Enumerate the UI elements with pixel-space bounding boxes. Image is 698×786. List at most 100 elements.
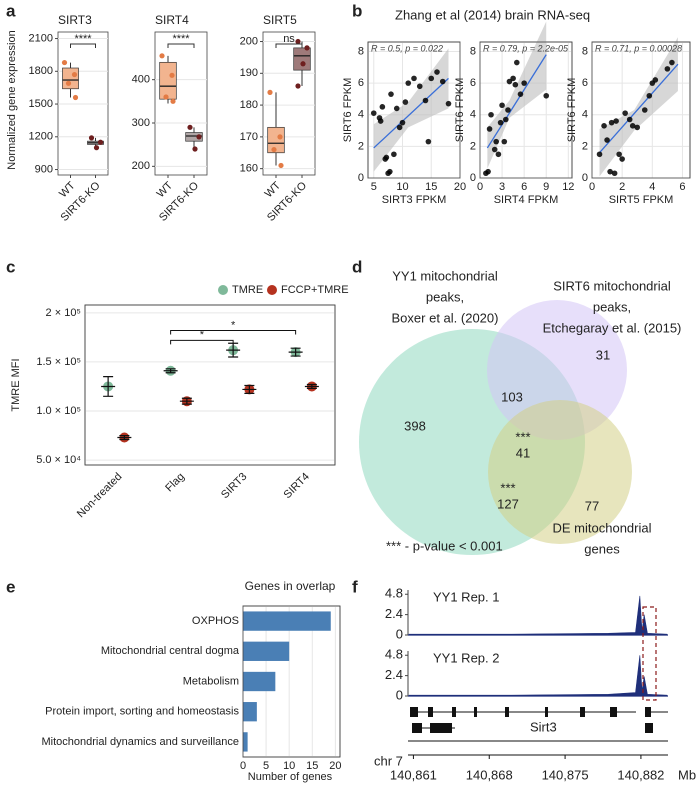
data-point bbox=[485, 168, 491, 175]
exon bbox=[412, 723, 422, 733]
data-point bbox=[88, 135, 95, 141]
data-point bbox=[383, 154, 390, 161]
x-tick-label: Flag bbox=[163, 471, 187, 495]
y-tick-label: 300 bbox=[132, 117, 150, 129]
data-point bbox=[629, 123, 636, 129]
x-axis-label: SIRT3 FPKM bbox=[382, 194, 447, 206]
box bbox=[267, 126, 285, 154]
x-tick-label: 10 bbox=[283, 760, 295, 772]
data-point bbox=[646, 92, 653, 99]
x-axis-label: SIRT4 FPKM bbox=[494, 194, 559, 206]
x-tick-label: 9 bbox=[543, 181, 549, 193]
legend-label: TMRE bbox=[232, 284, 263, 296]
x-tick-label: Non-treated bbox=[75, 471, 125, 521]
data-point bbox=[71, 71, 78, 78]
plot-title: SIRT4 bbox=[155, 13, 189, 27]
data-point bbox=[486, 126, 493, 132]
plot-title: SIRT3 bbox=[58, 13, 92, 27]
significance-label: * bbox=[200, 329, 205, 341]
y-tick-label: 200 bbox=[240, 35, 258, 47]
data-point bbox=[596, 151, 603, 158]
y-tick-label: 1500 bbox=[29, 98, 53, 110]
exon bbox=[410, 707, 418, 717]
data-point bbox=[295, 38, 301, 45]
y-tick-label: 0 bbox=[396, 626, 403, 641]
set-label: Etchegaray et al. (2015) bbox=[543, 320, 682, 335]
exon bbox=[645, 707, 651, 717]
data-point bbox=[634, 124, 641, 131]
data-point bbox=[493, 138, 499, 145]
data-point bbox=[402, 99, 409, 105]
data-point bbox=[502, 116, 509, 123]
x-tick-label: 140,868 bbox=[466, 767, 513, 782]
venn-set bbox=[487, 300, 627, 440]
confidence-band bbox=[487, 21, 547, 169]
x-tick-label: 15 bbox=[425, 181, 437, 193]
data-point bbox=[604, 137, 610, 143]
data-point bbox=[277, 134, 283, 140]
x-tick-label: SIRT3 bbox=[219, 471, 249, 501]
track-label: YY1 Rep. 1 bbox=[433, 589, 500, 604]
data-point bbox=[393, 105, 400, 112]
data-point bbox=[517, 91, 524, 97]
y-tick-label: 400 bbox=[132, 74, 150, 86]
x-tick-label: 15 bbox=[306, 760, 318, 772]
data-point bbox=[422, 97, 429, 104]
data-point bbox=[512, 81, 519, 88]
chart-title: Genes in overlap bbox=[245, 579, 336, 593]
data-point bbox=[608, 119, 615, 126]
x-tick-label: 0 bbox=[589, 181, 595, 193]
y-tick-label: 200 bbox=[132, 160, 150, 172]
y-tick-label: Protein import, sorting and homeostasis bbox=[45, 706, 239, 718]
data-point bbox=[267, 89, 273, 95]
panel-label: b bbox=[352, 1, 362, 20]
data-point bbox=[601, 123, 607, 129]
data-point bbox=[497, 119, 504, 126]
set-label: Boxer et al. (2020) bbox=[392, 310, 499, 325]
data-point bbox=[93, 145, 100, 151]
x-tick-label: 20 bbox=[454, 181, 466, 193]
region-count: 398 bbox=[404, 418, 426, 433]
track-label: YY1 Rep. 2 bbox=[433, 650, 500, 665]
region-count: 31 bbox=[596, 347, 610, 362]
legend-swatch bbox=[267, 285, 277, 295]
y-tick-label: 2 × 10⁵ bbox=[46, 307, 81, 319]
gene-label: Sirt3 bbox=[530, 719, 557, 734]
data-point bbox=[304, 45, 310, 51]
annotation: R = 0.79, p = 2.2e-05 bbox=[483, 43, 569, 53]
signal-area bbox=[408, 655, 668, 697]
data-point bbox=[445, 100, 452, 107]
data-point bbox=[300, 61, 306, 67]
panel-label: a bbox=[6, 1, 16, 20]
panel-label: f bbox=[352, 577, 358, 596]
significance-marker: *** bbox=[500, 480, 515, 495]
data-point bbox=[379, 104, 386, 110]
bar bbox=[243, 641, 290, 661]
set-label: peaks, bbox=[426, 289, 464, 304]
data-point bbox=[388, 91, 394, 97]
annotation: R = 0.5, p = 0.022 bbox=[371, 43, 443, 53]
plot-border bbox=[479, 41, 573, 179]
plot-panel bbox=[57, 31, 109, 176]
x-tick-label: 0 bbox=[240, 760, 246, 772]
y-tick-label: 6 bbox=[470, 77, 476, 89]
y-tick-label: 1.0 × 10⁵ bbox=[36, 405, 81, 417]
significance-label: ns bbox=[283, 33, 295, 45]
y-tick-label: 4 bbox=[470, 109, 476, 121]
plot-border bbox=[367, 41, 461, 179]
y-tick-label: 8 bbox=[582, 45, 588, 57]
data-point bbox=[65, 80, 72, 86]
y-tick-label: 1200 bbox=[29, 131, 53, 143]
error-bar bbox=[179, 397, 194, 405]
panel-label: c bbox=[6, 257, 15, 276]
x-axis-label: SIRT5 FPKM bbox=[609, 194, 674, 206]
y-tick-label: 0 bbox=[358, 172, 364, 184]
x-tick-label: 3 bbox=[499, 181, 505, 193]
panel-label: e bbox=[6, 577, 15, 596]
axis-unit: Mb bbox=[678, 767, 696, 782]
data-point bbox=[619, 156, 625, 162]
data-point bbox=[652, 77, 659, 83]
plot-border bbox=[591, 41, 691, 179]
data-point bbox=[159, 53, 165, 59]
